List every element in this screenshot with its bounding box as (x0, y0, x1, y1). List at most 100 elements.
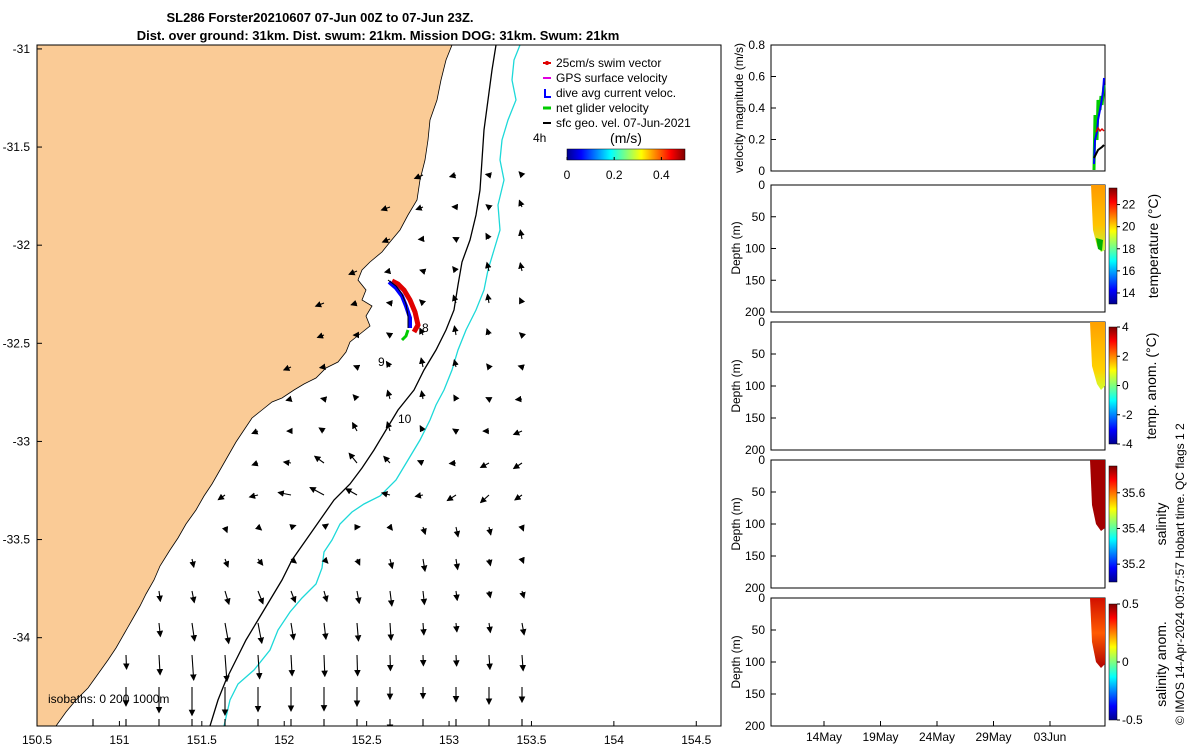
sfc-velocity-arrow (413, 173, 424, 180)
sfc-velocity-arrow (380, 205, 391, 212)
sfc-velocity-arrow (348, 269, 358, 276)
temp-anomaly-panel: 0 50 100 150 200 Depth (m) -4 -2 0 2 4 temp. ano… (729, 315, 1159, 457)
sfc-velocity-arrow (486, 654, 493, 671)
temp-anomaly-frame (770, 321, 1106, 451)
sfc-velocity-arrow (290, 590, 297, 604)
sfc-velocity-arrow (518, 171, 526, 179)
map-colorbar-bar (566, 148, 686, 161)
map-x-tick-label: 153.5 (516, 733, 546, 747)
sfc-velocity-arrow (448, 459, 457, 467)
sfc-velocity-arrow (419, 357, 426, 368)
map-y-tick-label: -32 (13, 238, 31, 252)
sfc-velocity-arrow (386, 523, 393, 531)
sfc-velocity-arrow (420, 558, 428, 573)
sfc-velocity-arrow (387, 622, 395, 641)
sfc-velocity-arrow (123, 654, 130, 670)
sfc-velocity-arrow (223, 654, 230, 683)
sfc-velocity-arrow (285, 395, 293, 403)
sfc-velocity-arrow (486, 622, 493, 634)
salinity-frame (770, 459, 1106, 589)
track-label-8: 8 (422, 321, 429, 335)
panel-y-tick-label: 50 (752, 623, 766, 637)
sfc-velocity-arrow (419, 424, 426, 433)
sfc-velocity-arrow (221, 525, 229, 534)
salinity-anomaly-frame (770, 597, 1106, 727)
sfc-velocity-arrow (420, 590, 428, 606)
sfc-velocity-arrow (420, 622, 427, 636)
map-y-tick-label: -32.5 (3, 336, 31, 350)
colorbar-tick-label: -4 (1122, 437, 1133, 451)
sfc-velocity-arrow (452, 325, 459, 336)
map-colorbar-tick: 0.4 (653, 168, 670, 182)
panel-y-tick-label: 200 (745, 443, 765, 457)
colorbar-tick-label: 2 (1122, 349, 1129, 363)
map-x-tick-label: 152 (274, 733, 294, 747)
salinity-colorbar (1108, 465, 1118, 583)
sfc-velocity-arrow (452, 265, 459, 274)
sfc-velocity-arrow (485, 204, 493, 211)
colorbar-tick-label: 18 (1122, 242, 1136, 256)
map-x-tick-label: 151.5 (187, 733, 217, 747)
track-label-10: 10 (398, 412, 412, 426)
sfc-velocity-arrow (322, 590, 329, 603)
panel-y-tick-label: 0 (758, 453, 765, 467)
land-mass (37, 45, 453, 726)
sfc-velocity-arrow (385, 332, 394, 339)
sfc-velocity-arrow (518, 332, 526, 339)
sfc-velocity-arrow (485, 293, 492, 304)
map-frame (36, 44, 722, 727)
sfc-velocity-arrow (485, 590, 493, 599)
colorbar-tick-label: 22 (1122, 198, 1136, 212)
sfc-velocity-arrow (518, 229, 525, 240)
sfc-velocity-arrow (512, 462, 523, 470)
sfc-velocity-arrow (479, 461, 490, 468)
track-labels: 4h 8 9 10 (378, 131, 546, 426)
salinity-anomaly-section (1090, 598, 1105, 668)
track-label-9: 9 (378, 355, 385, 369)
dive-avg-trace (387, 280, 412, 328)
panel-y-tick-label: 50 (752, 485, 766, 499)
velocity-swim (1095, 126, 1105, 133)
sfc-velocity-arrow (448, 172, 457, 179)
sfc-velocity-arrow (518, 524, 525, 532)
sfc-velocity-arrow (222, 558, 230, 568)
sfc-velocity-arrow (420, 526, 427, 536)
isobath-text: isobaths: 0 200 1000m (48, 692, 169, 706)
panel-y-tick-label: 100 (745, 655, 765, 669)
sfc-velocity-arrow (156, 590, 163, 603)
map-colorbar-tick: 0.2 (606, 168, 623, 182)
credit-text: © IMOS 14-Apr-2024 00:57:57 Hobart time.… (1173, 423, 1187, 725)
sfc-velocity-arrow (518, 556, 525, 565)
panel-y-tick-label: 0 (758, 591, 765, 605)
legend-gps-velocity: GPS surface velocity (556, 71, 667, 85)
map-y-axis: -31 -31.5 -32 -32.5 -33 -33.5 -34 (3, 42, 42, 645)
sfc-velocity-arrow (156, 622, 164, 638)
map-x-tick-label: 153 (439, 733, 459, 747)
map-x-tick-label: 154.5 (681, 733, 711, 747)
salinity-panel: 0 50 100 150 200 Depth (m) 35.2 35.4 35.6 sali… (729, 453, 1169, 595)
legend-net-glider: net glider velocity (556, 101, 649, 115)
sfc-velocity-arrow (383, 267, 392, 275)
sfc-velocity-arrow (486, 526, 493, 536)
salinity-anomaly-ylabel: Depth (m) (729, 635, 743, 688)
sfc-velocity-arrow (345, 488, 358, 496)
sfc-velocity-arrow (517, 364, 525, 371)
sfc-velocity-arrow (248, 492, 259, 499)
temp-anomaly-colorbar (1108, 326, 1118, 445)
sfc-velocity-arrow (256, 558, 264, 566)
sfc-velocity-arrow (277, 490, 292, 497)
sfc-velocity-arrow (352, 421, 359, 432)
colorbar-tick-label: 16 (1122, 264, 1136, 278)
temperature-frame (770, 184, 1106, 313)
sfc-velocity-arrow (519, 654, 527, 672)
sfc-velocity-arrow (352, 364, 361, 371)
date-tick-label: 14May (806, 730, 842, 744)
salinity-anomaly-panel: 0 50 100 150 200 Depth (m) -0.5 0 0.5 salinity… (729, 591, 1169, 744)
map-x-tick-label: 152.5 (352, 733, 382, 747)
panel-y-tick-label: 0.6 (748, 70, 765, 84)
date-tick-label: 03Jun (1034, 730, 1067, 744)
salinity-ylabel: Depth (m) (729, 497, 743, 550)
temperature-colorbar (1108, 187, 1118, 305)
colorbar-tick-label: 35.6 (1122, 486, 1146, 500)
